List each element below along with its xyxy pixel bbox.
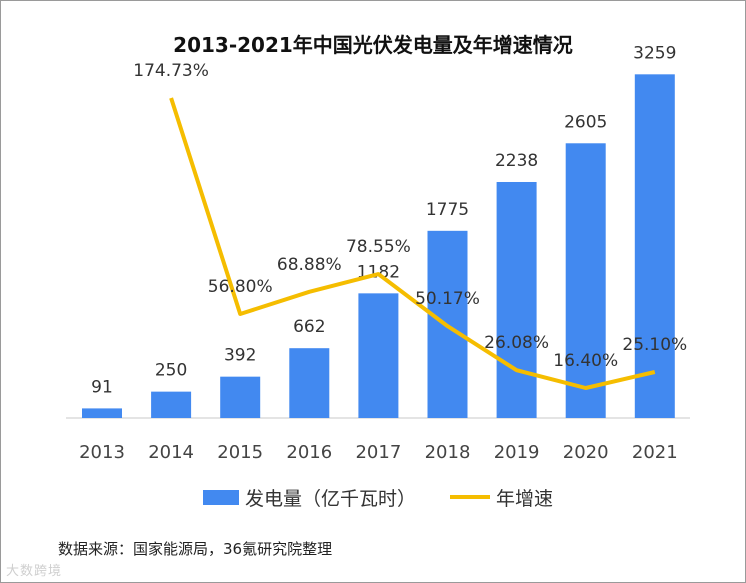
x-tick-2020: 2020: [563, 442, 609, 463]
legend: 发电量（亿千瓦时） 年增速: [203, 488, 553, 510]
line-label-2018: 50.17%: [415, 289, 480, 309]
line-label-2019: 26.08%: [484, 333, 549, 353]
bar-2016: [289, 348, 330, 418]
legend-bar-label: 发电量（亿千瓦时）: [245, 488, 416, 510]
x-tick-2013: 2013: [79, 442, 125, 463]
bar-label-2019: 2238: [495, 151, 538, 171]
x-tick-labels: 2013 2014 2015 2016 2017 2018 2019 2020 2021: [79, 442, 678, 463]
x-tick-2019: 2019: [494, 442, 540, 463]
line-value-labels: 174.73% 56.80%68.88%78.55% 50.17% 26.08%16.…: [133, 61, 687, 371]
legend-bar-swatch: [203, 490, 239, 505]
x-tick-2016: 2016: [286, 442, 332, 463]
bar-2021: [634, 74, 675, 418]
bar-2017: [358, 293, 399, 418]
bar-label-2013: 91: [91, 377, 113, 397]
x-tick-2014: 2014: [148, 442, 194, 463]
watermark: 大数跨境: [6, 564, 63, 579]
x-tick-2018: 2018: [425, 442, 471, 463]
legend-line-label: 年增速: [496, 488, 553, 510]
chart-title: 2013-2021年中国光伏发电量及年增速情况: [173, 33, 573, 57]
bar-2015: [220, 376, 261, 418]
bar-2014: [151, 391, 192, 418]
bar-2013: [82, 408, 122, 418]
x-tick-2021: 2021: [632, 442, 678, 463]
bar-label-2014: 250: [155, 361, 187, 381]
source-note: 数据来源：国家能源局，36氪研究院整理: [58, 540, 333, 558]
line-label-2016: 68.88%: [277, 255, 342, 275]
bar-series: [82, 74, 675, 419]
bar-label-2018: 1775: [426, 200, 469, 220]
bar-label-2015: 392: [224, 346, 256, 366]
growth-line: [169, 97, 656, 390]
x-tick-2017: 2017: [355, 442, 401, 463]
bar-2020: [565, 143, 606, 419]
x-tick-2015: 2015: [217, 442, 263, 463]
line-series: [169, 97, 656, 390]
bar-label-2020: 2605: [564, 112, 607, 132]
line-label-2015: 56.80%: [208, 277, 273, 297]
line-label-2021: 25.10%: [622, 335, 687, 355]
line-label-2017: 78.55%: [346, 237, 411, 257]
line-label-2020: 16.40%: [553, 351, 618, 371]
line-label-2014: 174.73%: [133, 61, 209, 81]
bar-2019: [496, 181, 537, 418]
bar-label-2016: 662: [293, 317, 325, 337]
bar-label-2021: 3259: [633, 43, 676, 63]
